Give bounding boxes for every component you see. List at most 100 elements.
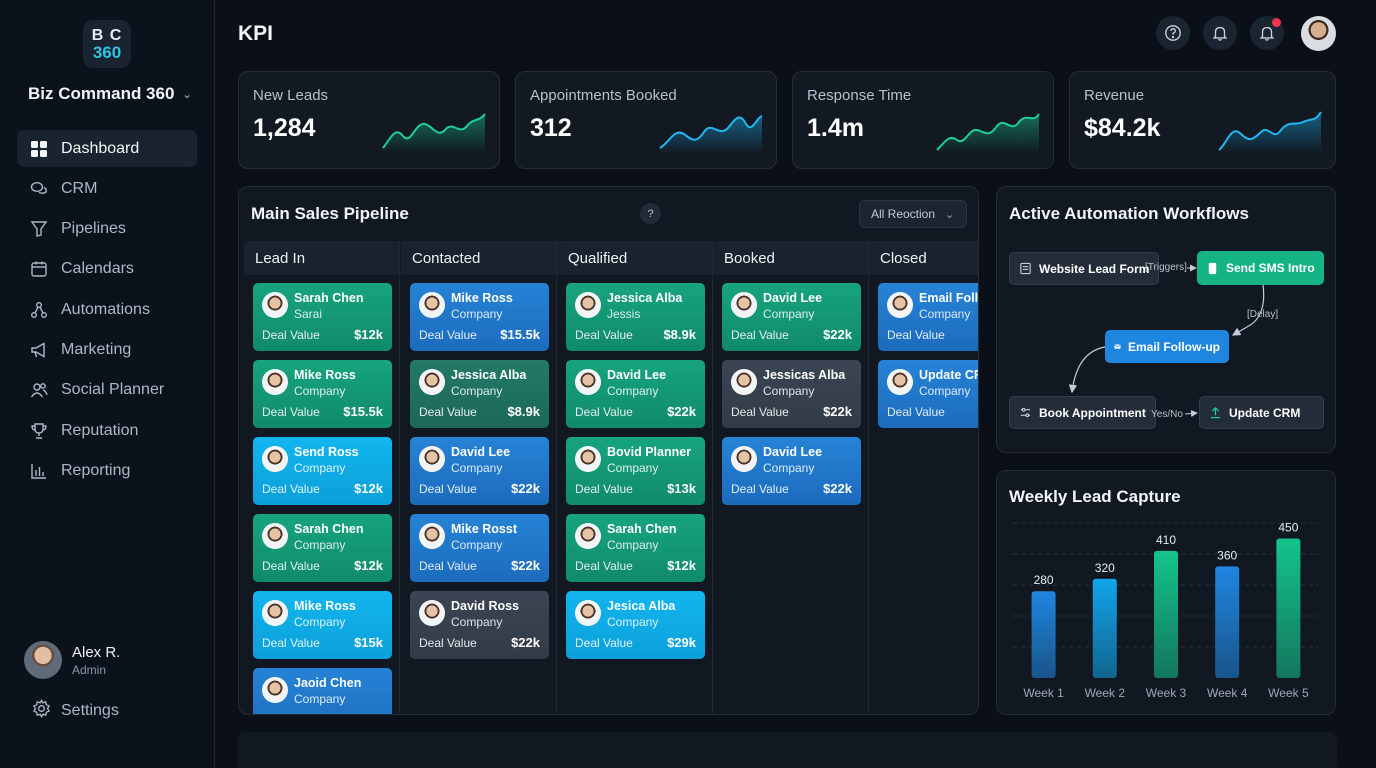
workflow-node-label: Send SMS Intro [1226, 261, 1315, 275]
workflow-edge-label: Yes/No [1151, 409, 1183, 420]
deal-card[interactable]: Send Ross Company Deal Value $12k [253, 437, 392, 505]
avatar [731, 292, 757, 318]
kpi-label: New Leads [253, 87, 329, 104]
pipeline-column-header[interactable]: Booked [713, 241, 868, 275]
sidebar-item-crm[interactable]: CRM [17, 170, 197, 207]
deal-contact-name: Jessica Alba [607, 291, 683, 305]
deal-card[interactable]: Sarah Chen Company Deal Value $12k [253, 514, 392, 582]
pipeline-column-header[interactable]: Contacted [401, 241, 556, 275]
chart-bar[interactable] [1092, 578, 1117, 678]
deal-contact-name: Jessicas Alba [763, 368, 846, 382]
workspace-switcher[interactable]: Biz Command 360 ⌄ [28, 84, 192, 104]
deal-value-label: Deal Value [887, 328, 945, 342]
chart-bar[interactable] [1215, 566, 1240, 678]
kpi-value: 1.4m [807, 114, 864, 142]
deal-company: Jessis [607, 307, 641, 321]
sparkline [659, 115, 763, 154]
deal-value: $15k [354, 635, 383, 650]
help-icon[interactable]: ? [640, 203, 661, 224]
deal-card[interactable]: Mike Ross Company Deal Value $15k [253, 591, 392, 659]
sidebar-item-reputation[interactable]: Reputation [17, 412, 197, 449]
avatar [575, 369, 601, 395]
deal-card[interactable]: David Lee Company Deal Value $22k [566, 360, 705, 428]
pipeline-column-header[interactable]: Qualified [557, 241, 712, 275]
x-tick-label: Week 5 [1268, 686, 1309, 700]
deal-card[interactable]: Jaoid Chen Company [253, 668, 392, 714]
deal-card[interactable]: Mike Ross Company Deal Value $15.5k [410, 283, 549, 351]
deal-card[interactable]: David Ross Company Deal Value $22k [410, 591, 549, 659]
notifications-button[interactable] [1203, 16, 1237, 50]
pipeline-column-header[interactable]: Lead In [244, 241, 399, 275]
user-profile[interactable]: Alex R. Admin [24, 641, 120, 679]
deal-value: $22k [667, 404, 696, 419]
deal-card[interactable]: Jessica Alba Jessis Deal Value $8.9k [566, 283, 705, 351]
logo-text-bottom: 360 [92, 42, 122, 62]
avatar [262, 677, 288, 703]
deal-contact-name: Send Ross [294, 445, 359, 459]
deal-card[interactable]: Jessicas Alba Company Deal Value $22k [722, 360, 861, 428]
workspace-name: Biz Command 360 [28, 84, 175, 103]
trophy-icon [29, 421, 49, 441]
deal-value: $12k [354, 327, 383, 342]
deal-company: Company [763, 384, 815, 398]
sales-pipeline-panel: Main Sales Pipeline ? All Reoction ⌄ Lea… [238, 186, 979, 715]
workflow-node-update-crm[interactable]: Update CRM [1199, 396, 1324, 429]
sidebar-item-reporting[interactable]: Reporting [17, 452, 197, 489]
avatar [262, 292, 288, 318]
deal-card[interactable]: David Lee Company Deal Value $22k [722, 437, 861, 505]
pipeline-column-header[interactable]: Closed [869, 241, 978, 275]
workflow-node-book-appointment[interactable]: Book Appointment [1009, 396, 1156, 429]
app-logo[interactable]: B C 360 [83, 20, 131, 68]
sidebar-item-calendars[interactable]: Calendars [17, 251, 197, 288]
deal-card[interactable]: Mike Rosst Company Deal Value $22k [410, 514, 549, 582]
deal-company: Company [451, 538, 503, 552]
form-icon [1020, 262, 1031, 275]
workflow-node-email-follow-up[interactable]: Email Follow-up [1105, 330, 1229, 363]
settings-link[interactable]: Settings [32, 699, 119, 723]
chart-bar[interactable] [1276, 538, 1301, 679]
sidebar-item-pipelines[interactable]: Pipelines [17, 211, 197, 248]
help-button[interactable] [1156, 16, 1190, 50]
chart-bar[interactable] [1154, 550, 1178, 678]
deal-card[interactable]: David Lee Company Deal Value $22k [410, 437, 549, 505]
deal-card[interactable]: Mike Ross Company Deal Value $15.5k [253, 360, 392, 428]
x-tick-label: Week 1 [1023, 686, 1064, 700]
deal-value-label: Deal Value [575, 405, 633, 419]
deal-card[interactable]: Email Folle Company Deal Value [878, 283, 978, 351]
kpi-card-new-leads[interactable]: New Leads 1,284 [238, 71, 500, 169]
pipeline-filter-select[interactable]: All Reoction ⌄ [859, 200, 967, 228]
deal-contact-name: Mike Ross [451, 291, 513, 305]
deal-value: $22k [823, 404, 852, 419]
sidebar-item-dashboard[interactable]: Dashboard [17, 130, 197, 167]
sidebar-item-automations[interactable]: Automations [17, 291, 197, 328]
workflow-node-send-sms[interactable]: Send SMS Intro [1197, 251, 1324, 285]
deal-card[interactable]: Jessica Alba Company Deal Value $8.9k [410, 360, 549, 428]
avatar [575, 523, 601, 549]
avatar[interactable] [1301, 16, 1336, 51]
pipeline-column: Contacted Mike Ross Company Deal Value $15.5… [401, 241, 557, 714]
deal-card[interactable]: Update CRI Company Deal Value [878, 360, 978, 428]
deal-card[interactable]: Bovid Planner Company Deal Value $13k [566, 437, 705, 505]
deal-value: $22k [823, 481, 852, 496]
sidebar-item-marketing[interactable]: Marketing [17, 331, 197, 368]
kpi-card-response-time[interactable]: Response Time 1.4m [792, 71, 1054, 169]
filter-value: All Reoction [871, 207, 936, 221]
chart-bar[interactable] [1031, 591, 1056, 678]
deal-card[interactable]: Jesica Alba Company Deal Value $29k [566, 591, 705, 659]
deal-card[interactable]: Sarah Chen Company Deal Value $12k [566, 514, 705, 582]
deal-value: $8.9k [507, 404, 540, 419]
deal-company: Company [451, 461, 503, 475]
alerts-button[interactable] [1250, 16, 1284, 50]
avatar [575, 292, 601, 318]
deal-card[interactable]: David Lee Company Deal Value $22k [722, 283, 861, 351]
deal-value-label: Deal Value [575, 559, 633, 573]
deal-card[interactable]: Sarah Chen Sarai Deal Value $12k [253, 283, 392, 351]
kpi-card-appointments[interactable]: Appointments Booked 312 [515, 71, 777, 169]
deal-company: Company [607, 538, 659, 552]
settings-label: Settings [61, 702, 119, 719]
bar-value-label: 360 [1217, 548, 1237, 562]
workflow-node-website-lead-form[interactable]: Website Lead Form [1009, 252, 1160, 285]
avatar [262, 600, 288, 626]
sidebar-item-social-planner[interactable]: Social Planner [17, 372, 197, 409]
kpi-card-revenue[interactable]: Revenue $84.2k [1069, 71, 1336, 169]
